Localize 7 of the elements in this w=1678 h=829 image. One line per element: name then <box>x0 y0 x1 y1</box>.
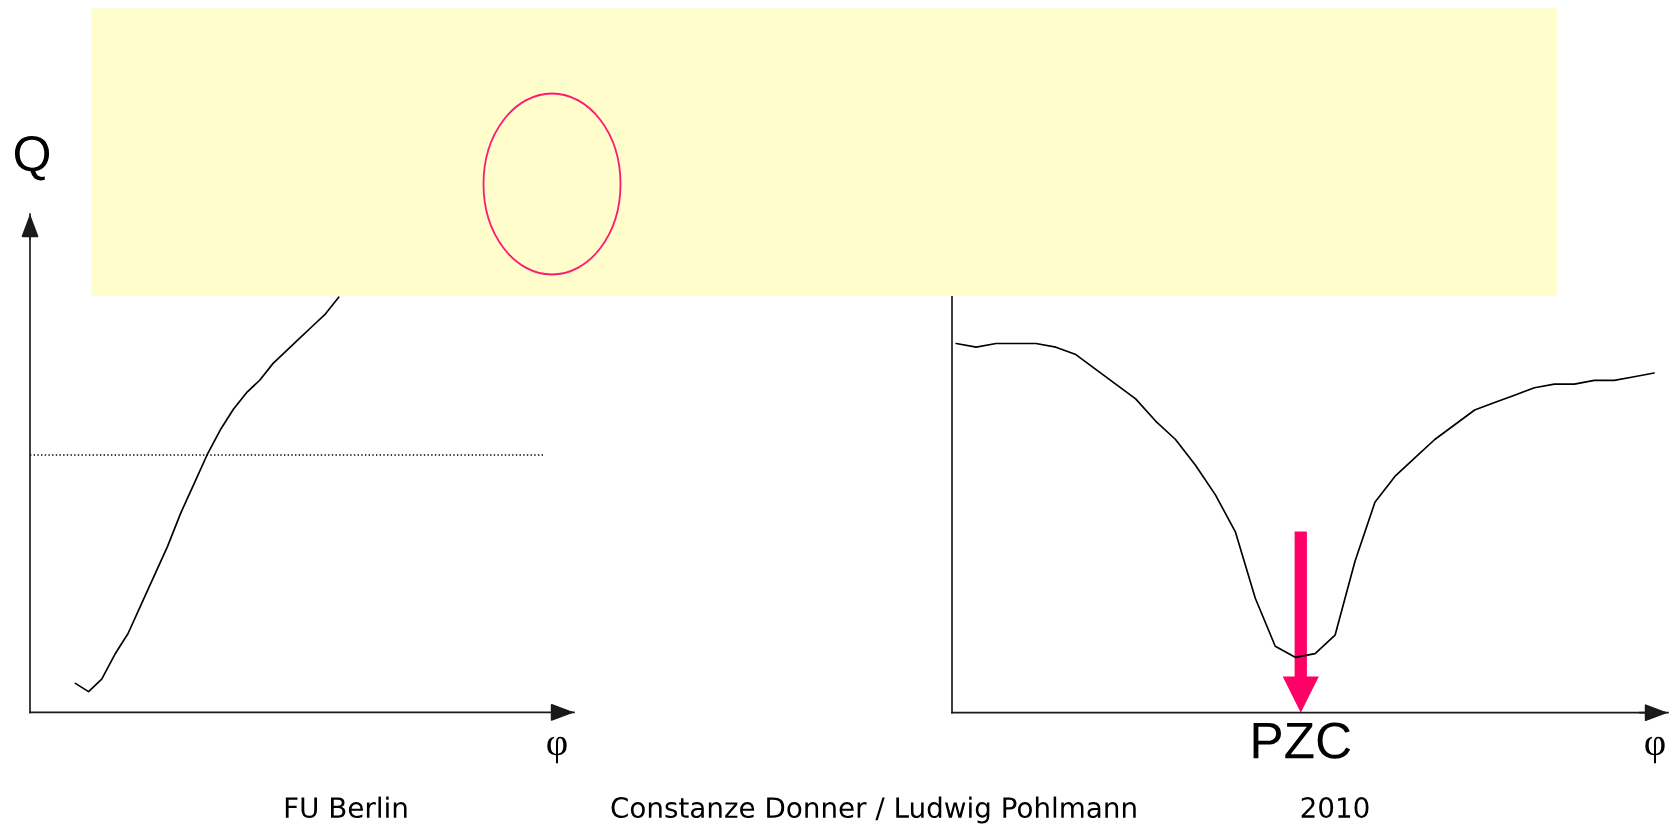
text: FU Berlin <box>285 796 407 819</box>
text: 2010 <box>1301 797 1369 819</box>
x-axis-title: φ <box>547 736 567 764</box>
y-axis-title: Q <box>14 136 50 181</box>
text: Constanze Donner / Ludwig Pohlmann <box>611 796 1136 824</box>
text: PZC <box>1253 722 1351 759</box>
x-axis-title: φ <box>1645 736 1665 764</box>
